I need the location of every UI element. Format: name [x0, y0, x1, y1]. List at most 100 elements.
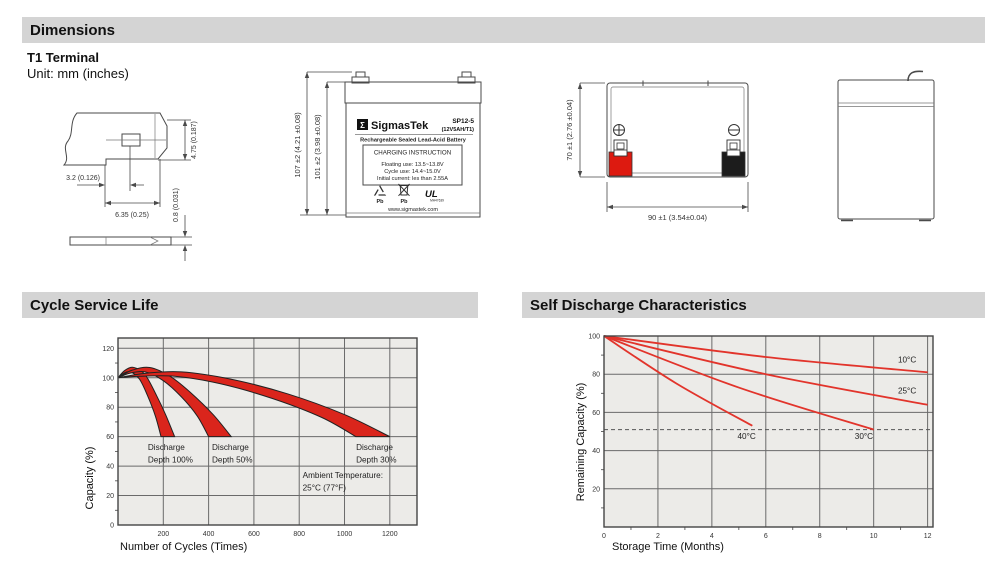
section-title: Self Discharge Characteristics [530, 296, 747, 314]
ul-mark-icon: UL [425, 189, 438, 200]
svg-text:6: 6 [764, 533, 768, 540]
battery-top-view: 70 ±1 (2.76 ±0.04) 90 ±1 (3.54±0.04) [565, 80, 749, 222]
svg-text:120: 120 [102, 346, 114, 353]
svg-text:1000: 1000 [337, 531, 353, 538]
svg-text:0: 0 [602, 533, 606, 540]
charging-title: CHARGING INSTRUCTION [374, 150, 451, 157]
svg-text:60: 60 [106, 434, 114, 441]
charging-line-initial: Initial current: les than 2.55A [377, 176, 448, 182]
battery-outline [344, 71, 482, 218]
dim-thickness: 0.8 (0.031) [173, 188, 180, 222]
dimension-case-depth: 70 ±1 (2.76 ±0.04) [565, 82, 605, 178]
svg-text:12: 12 [924, 533, 932, 540]
terminal-profile [62, 112, 168, 166]
svg-text:30°C: 30°C [855, 432, 873, 441]
negative-faston-tab [726, 139, 741, 157]
svg-text:25°C: 25°C [898, 386, 916, 395]
unit-note: Unit: mm (inches) [27, 66, 129, 81]
svg-text:80: 80 [592, 372, 600, 379]
svg-text:Depth 100%: Depth 100% [148, 455, 193, 464]
rating: (12V5AH/T1) [442, 127, 475, 133]
battery-front-view: Σ SigmasTek SP12-5 (12V5AH/T1) Rechargea… [293, 71, 482, 218]
svg-text:Number of Cycles (Times): Number of Cycles (Times) [120, 541, 247, 553]
battery-type-subtitle: Rechargeable Sealed Lead-Acid Battery [360, 138, 467, 144]
dimension-case-width: 90 ±1 (3.54±0.04) [606, 182, 749, 222]
section-title: Cycle Service Life [30, 296, 159, 314]
svg-text:1200: 1200 [382, 531, 398, 538]
battery-side-view [837, 70, 935, 222]
bin-pb-label: Pb [400, 199, 408, 205]
svg-text:100: 100 [588, 334, 600, 341]
svg-text:10: 10 [870, 533, 878, 540]
positive-terminal-mark-icon [613, 124, 625, 136]
terminal-edge-view [69, 236, 172, 246]
self-discharge-chart: 10°C 25°C 30°C 40°C 0 2 4 6 8 10 12 20 40 60 80 100 Stor… [575, 334, 934, 553]
svg-text:Discharge: Discharge [212, 443, 249, 452]
svg-text:Ambient Temperature:: Ambient Temperature: [303, 471, 383, 480]
svg-text:400: 400 [203, 531, 215, 538]
svg-text:800: 800 [293, 531, 305, 538]
dimension-overall-height: 107 ±2 (4.21 ±0.08) [293, 71, 352, 216]
svg-text:4: 4 [710, 533, 714, 540]
terminal-wire [907, 70, 924, 82]
section-header-self-discharge: Self Discharge Characteristics [522, 292, 985, 318]
svg-text:Capacity (%): Capacity (%) [84, 447, 96, 510]
svg-text:10°C: 10°C [898, 356, 916, 365]
svg-text:40: 40 [592, 448, 600, 455]
dimension-3-2: 3.2 (0.126) [66, 146, 144, 191]
svg-text:Depth 30%: Depth 30% [356, 455, 397, 464]
section-header-dimensions: Dimensions [22, 17, 985, 43]
dim-dimple-width: 3.2 (0.126) [66, 175, 100, 182]
terminal-type-title: T1 Terminal [27, 50, 100, 65]
ul-file-number: MH47639 [430, 199, 444, 203]
dimension-4-75: 4.75 (0.187) [158, 119, 198, 161]
logo-glyph: Σ [360, 121, 365, 130]
brand-name: SigmasTek [371, 120, 429, 132]
svg-text:20: 20 [106, 493, 114, 500]
svg-text:Discharge: Discharge [148, 443, 185, 452]
charging-line-floating: Floating use: 13.5~13.8V [381, 162, 444, 168]
dim-tab-height: 4.75 (0.187) [191, 121, 198, 159]
recycle-pb-label: Pb [376, 199, 384, 205]
svg-text:20: 20 [592, 486, 600, 493]
sigmastek-logo-icon [357, 119, 368, 130]
product-label: Σ SigmasTek SP12-5 (12V5AH/T1) Rechargea… [355, 118, 474, 213]
svg-text:80: 80 [106, 405, 114, 412]
charging-line-cycle: Cycle use: 14.4~15.0V [384, 169, 441, 175]
t1-terminal-drawing: 3.2 (0.126) 6.35 (0.25) 4.75 (0.187) 0.8… [62, 112, 198, 261]
svg-text:100: 100 [102, 375, 114, 382]
svg-text:200: 200 [157, 531, 169, 538]
case-outline [606, 80, 749, 178]
dim-tab-width: 6.35 (0.25) [115, 212, 149, 219]
positive-faston-tab [613, 139, 628, 157]
svg-text:25°C (77°F): 25°C (77°F) [303, 483, 347, 492]
svg-text:Storage Time (Months): Storage Time (Months) [612, 541, 724, 553]
section-header-cycle-life: Cycle Service Life [22, 292, 478, 318]
svg-text:Depth 50%: Depth 50% [212, 455, 253, 464]
recycle-pb-icon [373, 185, 387, 196]
dim-depth: 70 ±1 (2.76 ±0.04) [565, 99, 574, 161]
crossed-bin-icon [398, 183, 410, 197]
model-number: SP12-5 [452, 118, 474, 125]
svg-text:60: 60 [592, 410, 600, 417]
dimension-6-35: 6.35 (0.25) [104, 159, 161, 219]
svg-text:0: 0 [110, 523, 114, 530]
section-title: Dimensions [30, 21, 116, 39]
svg-text:2: 2 [656, 533, 660, 540]
svg-text:600: 600 [248, 531, 260, 538]
svg-text:40: 40 [106, 464, 114, 471]
dim-width: 90 ±1 (3.54±0.04) [648, 213, 708, 222]
dimension-case-height: 101 ±2 (3.98 ±0.08) [313, 81, 345, 215]
website: www.sigmastek.com [387, 207, 438, 213]
svg-text:8: 8 [818, 533, 822, 540]
svg-text:40°C: 40°C [737, 432, 755, 441]
svg-text:Remaining Capacity (%): Remaining Capacity (%) [575, 383, 587, 502]
dim-case-height: 101 ±2 (3.98 ±0.08) [313, 114, 322, 180]
cycle-service-life-chart: 200 400 600 800 1000 1200 0 20 40 60 80 100 120 Disch… [84, 337, 418, 553]
dim-overall-height: 107 ±2 (4.21 ±0.08) [293, 112, 302, 178]
negative-terminal-mark-icon [728, 124, 740, 136]
dimension-0-8: 0.8 (0.031) [171, 188, 192, 261]
charging-instruction-box [362, 144, 463, 186]
side-outline [837, 70, 935, 222]
